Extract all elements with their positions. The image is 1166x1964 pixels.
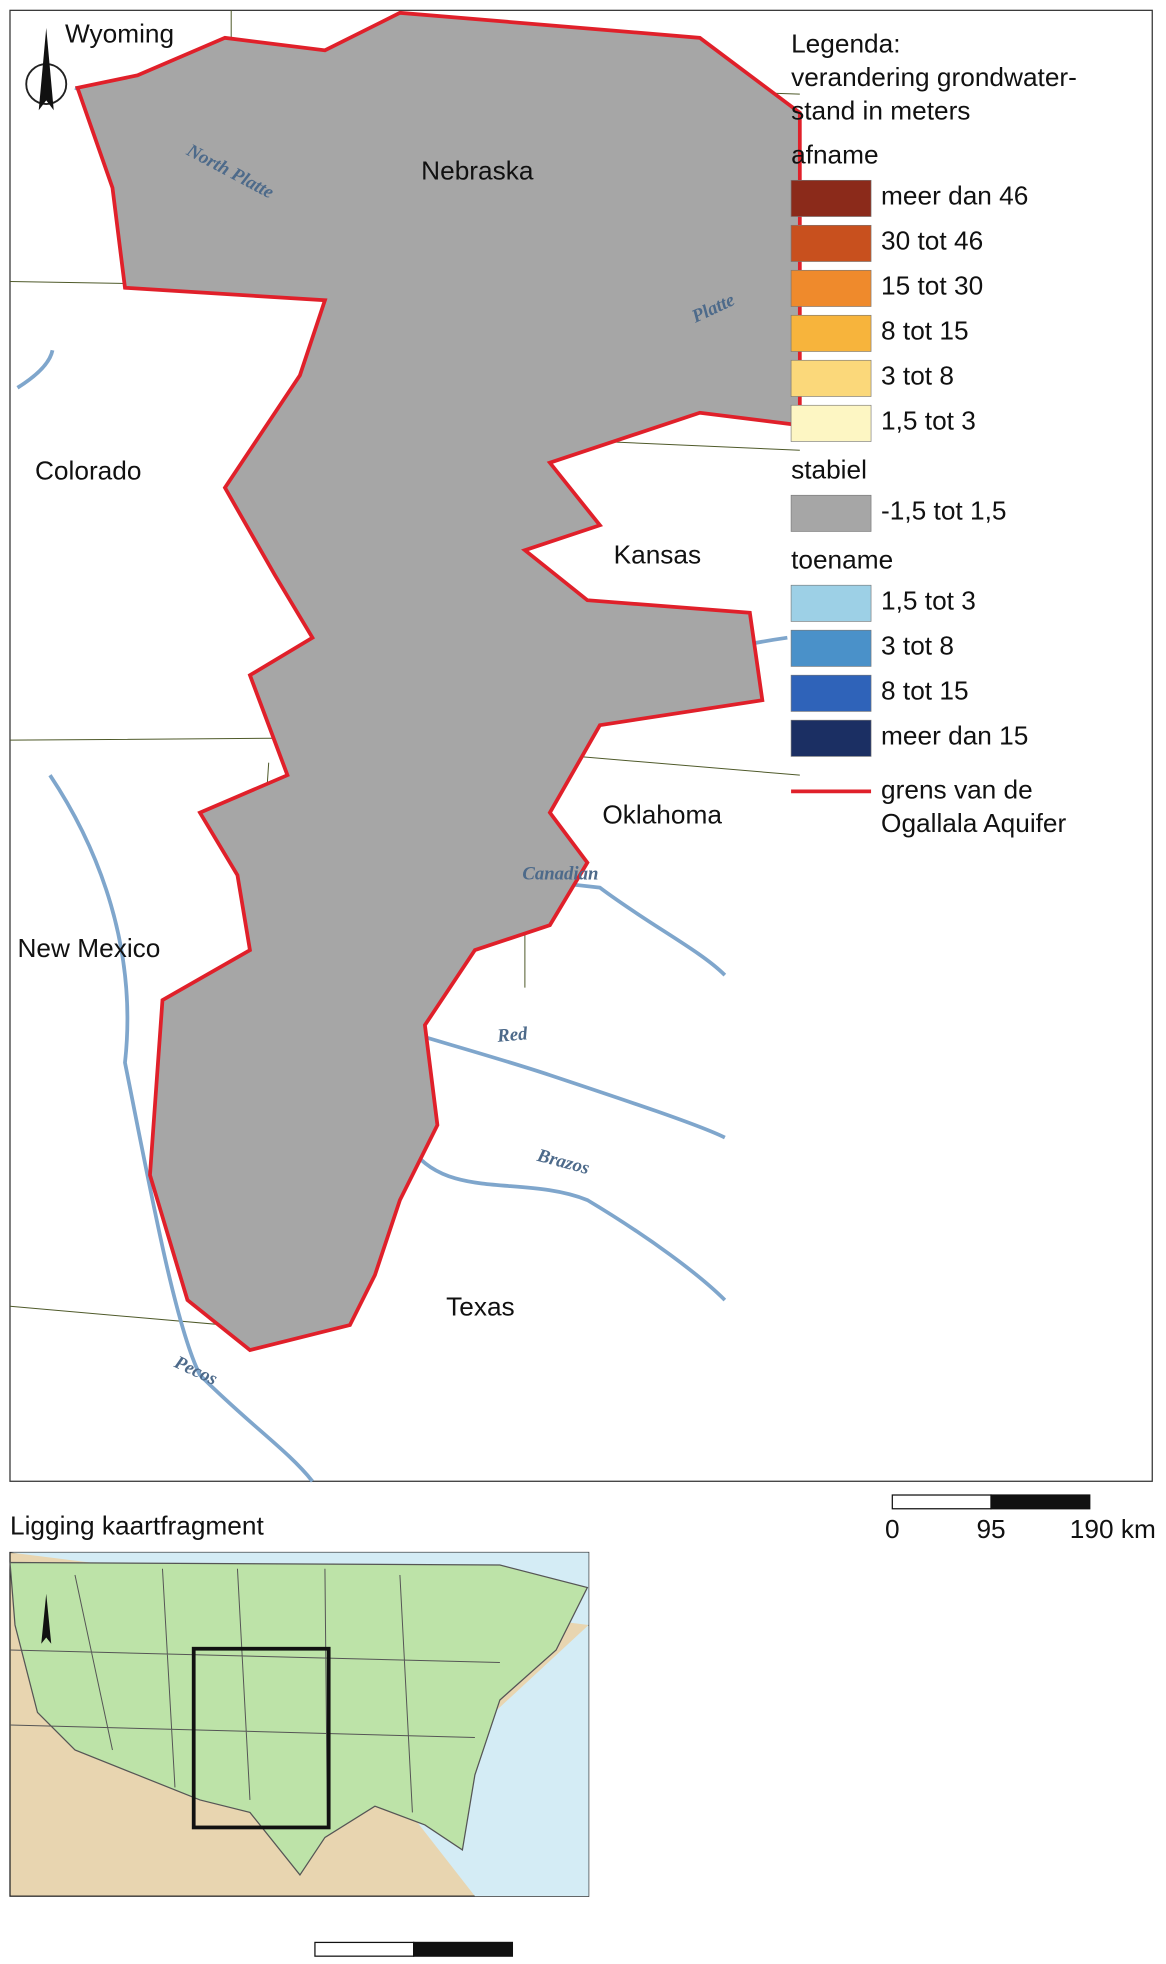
scale-label: 95 bbox=[976, 1514, 1005, 1544]
legend-item-label: -1,5 tot 1,5 bbox=[881, 496, 1006, 526]
state-label: Kansas bbox=[614, 539, 702, 569]
state-label: New Mexico bbox=[17, 933, 160, 963]
inset-title: Ligging kaartfragment bbox=[10, 1510, 264, 1540]
state-label: Oklahoma bbox=[602, 799, 722, 829]
legend-swatch bbox=[790, 494, 872, 532]
inset-scale-label: 0 bbox=[308, 1960, 323, 1964]
legend-item-label: 3 tot 8 bbox=[881, 631, 954, 661]
legend-swatch bbox=[790, 359, 872, 397]
state-label: Texas bbox=[446, 1292, 515, 1322]
state-label: Wyoming bbox=[65, 18, 174, 48]
state-label: Nebraska bbox=[421, 156, 534, 186]
legend-group-label: stabiel bbox=[791, 454, 867, 484]
legend-item-label: 3 tot 8 bbox=[881, 361, 954, 391]
legend-item-label: 15 tot 30 bbox=[881, 271, 983, 301]
state-label: Colorado bbox=[35, 456, 141, 486]
legend-item-label: 8 tot 15 bbox=[881, 676, 969, 706]
legend-swatch bbox=[790, 719, 872, 757]
legend-item-label: meer dan 15 bbox=[881, 721, 1028, 751]
legend-swatch bbox=[790, 584, 872, 622]
inset-scale-label: 1.650 km bbox=[475, 1960, 583, 1964]
legend-swatch bbox=[790, 404, 872, 442]
scale-label: 0 bbox=[885, 1514, 900, 1544]
legend-item-label: 30 tot 46 bbox=[881, 226, 983, 256]
legend-title: stand in meters bbox=[791, 96, 970, 126]
river-label: Canadian bbox=[522, 863, 598, 884]
inset-scale-label: 825 bbox=[392, 1960, 436, 1964]
legend-item-label: 1,5 tot 3 bbox=[881, 406, 976, 436]
legend-swatch bbox=[790, 629, 872, 667]
legend-title: Legenda: bbox=[791, 28, 900, 58]
legend-title: verandering grondwater- bbox=[791, 62, 1077, 92]
legend-swatch bbox=[790, 269, 872, 307]
legend-group-label: toename bbox=[791, 544, 893, 574]
legend-swatch bbox=[790, 224, 872, 262]
inset-map bbox=[9, 1551, 590, 1957]
river-label: Red bbox=[495, 1023, 529, 1047]
scale-label: 190 km bbox=[1070, 1514, 1156, 1544]
legend-boundary-label: Ogallala Aquifer bbox=[881, 808, 1066, 838]
legend-item-label: 1,5 tot 3 bbox=[881, 586, 976, 616]
north-arrow bbox=[25, 27, 68, 111]
legend-swatch bbox=[790, 179, 872, 217]
legend-item-label: meer dan 46 bbox=[881, 181, 1028, 211]
legend-item-label: 8 tot 15 bbox=[881, 316, 969, 346]
legend-boundary-label: grens van de bbox=[881, 774, 1033, 804]
legend-swatch bbox=[790, 314, 872, 352]
legend-swatch bbox=[790, 674, 872, 712]
legend-group-label: afname bbox=[791, 139, 879, 169]
scale-bar bbox=[891, 1494, 1091, 1510]
